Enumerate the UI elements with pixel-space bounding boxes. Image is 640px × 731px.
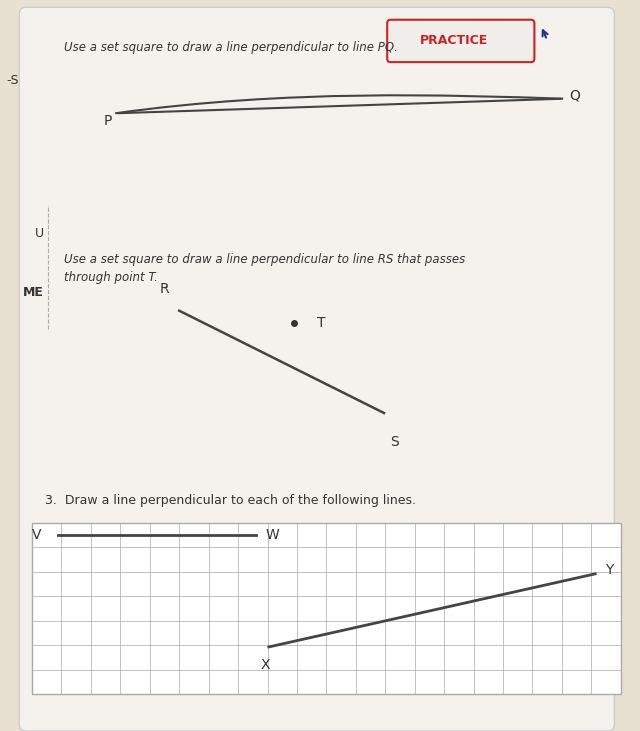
Text: W: W <box>266 528 279 542</box>
FancyBboxPatch shape <box>387 20 534 62</box>
Text: P: P <box>104 113 112 128</box>
Text: Use a set square to draw a line perpendicular to line PQ.: Use a set square to draw a line perpendi… <box>64 41 398 54</box>
Text: PRACTICE: PRACTICE <box>420 34 488 47</box>
Text: Q: Q <box>570 88 580 102</box>
Text: 3.  Draw a line perpendicular to each of the following lines.: 3. Draw a line perpendicular to each of … <box>45 494 416 507</box>
Text: S: S <box>390 435 399 449</box>
Text: Use a set square to draw a line perpendicular to line RS that passes: Use a set square to draw a line perpendi… <box>64 253 465 266</box>
Text: U: U <box>35 227 44 240</box>
Text: through point T.: through point T. <box>64 271 158 284</box>
Text: ME: ME <box>22 286 44 299</box>
Text: X: X <box>261 658 270 672</box>
Text: V: V <box>32 528 42 542</box>
Text: Y: Y <box>605 563 613 577</box>
Bar <box>32 523 621 694</box>
Text: R: R <box>160 282 170 296</box>
Text: T: T <box>317 316 325 330</box>
Text: -S: -S <box>6 74 19 87</box>
FancyBboxPatch shape <box>19 7 614 731</box>
